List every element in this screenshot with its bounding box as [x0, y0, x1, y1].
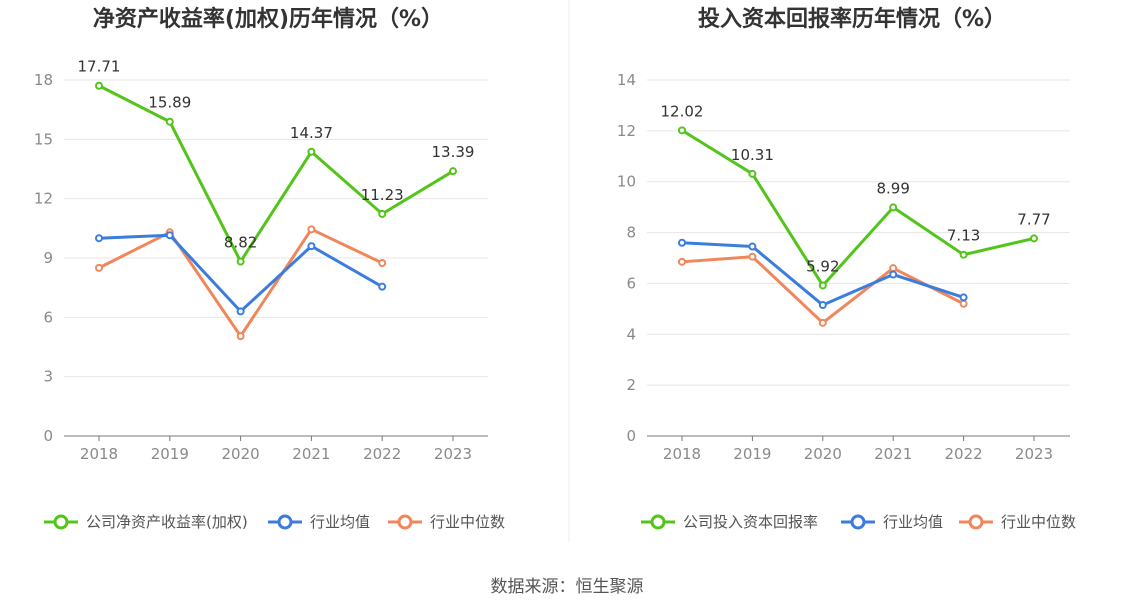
chart-title: 投入资本回报率历年情况（%） — [698, 6, 1006, 32]
x-tick-label: 2023 — [434, 445, 472, 463]
data-point — [889, 270, 898, 279]
data-point — [307, 225, 316, 234]
legend-entry[interactable]: 行业均值 — [883, 513, 943, 531]
data-label: 15.89 — [148, 94, 191, 112]
x-tick-label: 2023 — [1015, 445, 1053, 463]
data-point — [95, 234, 103, 243]
roic-chart: 投入资本回报率历年情况（%） 0 2 4 6 8 10 12 14 2018 2019 2020 202… — [617, 6, 1076, 531]
data-label: 7.77 — [1017, 210, 1050, 228]
y-tick-label: 12 — [617, 122, 636, 140]
chart-title: 净资产收益率(加权)历年情况（%） — [93, 6, 443, 32]
data-point — [236, 257, 245, 266]
series-line — [681, 129, 1035, 287]
legend-entry[interactable]: 行业中位数 — [1001, 513, 1076, 531]
data-label: 12.02 — [661, 102, 704, 120]
data-point — [748, 252, 757, 261]
data-point — [678, 126, 686, 135]
data-point — [889, 264, 898, 273]
legend-swatch-marker — [850, 514, 866, 530]
data-label: 13.39 — [432, 143, 475, 161]
data-point — [307, 147, 316, 156]
data-point — [95, 81, 103, 90]
legend-swatch-marker — [53, 514, 69, 530]
data-point — [378, 282, 387, 291]
y-tick-label: 15 — [34, 130, 53, 148]
data-point — [449, 167, 457, 176]
y-tick-label: 18 — [34, 71, 53, 89]
data-point — [818, 281, 827, 290]
x-tick-label: 2018 — [80, 445, 118, 463]
y-tick-label: 6 — [626, 274, 636, 292]
data-point — [959, 250, 968, 259]
data-point — [748, 169, 757, 178]
data-point — [678, 257, 686, 266]
x-tick-label: 2021 — [292, 445, 330, 463]
x-tick-label: 2021 — [874, 445, 912, 463]
y-tick-label: 0 — [43, 427, 53, 445]
data-point — [1030, 234, 1038, 243]
roe-chart: 净资产收益率(加权)历年情况（%） 0 3 6 9 12 15 18 2018 2019 2020 2… — [34, 6, 505, 531]
data-point — [678, 238, 686, 247]
data-point — [95, 263, 103, 272]
legend-entry[interactable]: 公司投入资本回报率 — [683, 513, 818, 531]
series-line — [98, 84, 454, 264]
y-tick-label: 0 — [626, 427, 636, 445]
data-point — [959, 293, 968, 302]
legend-entry[interactable]: 公司净资产收益率(加权) — [86, 513, 248, 531]
data-label: 10.31 — [731, 146, 774, 164]
x-tick-label: 2019 — [151, 445, 189, 463]
x-tick-label: 2020 — [804, 445, 842, 463]
x-tick-label: 2018 — [663, 445, 701, 463]
data-point — [818, 301, 827, 310]
data-point — [378, 258, 387, 267]
legend-swatch-marker — [277, 514, 293, 530]
data-label: 8.99 — [876, 179, 909, 197]
y-tick-label: 8 — [626, 224, 636, 242]
data-point — [959, 299, 968, 308]
y-tick-label: 10 — [617, 173, 636, 191]
data-label: 7.13 — [947, 227, 980, 245]
y-tick-label: 9 — [43, 249, 53, 267]
data-label: 5.92 — [806, 257, 839, 275]
data-point — [378, 209, 387, 218]
data-label: 17.71 — [78, 58, 121, 76]
y-tick-label: 6 — [43, 308, 53, 326]
data-source-note: 数据来源：恒生聚源 — [491, 577, 644, 597]
x-tick-label: 2022 — [363, 445, 401, 463]
y-tick-label: 14 — [617, 71, 636, 89]
y-tick-label: 2 — [626, 376, 636, 394]
data-point — [307, 242, 316, 251]
data-point — [165, 231, 174, 240]
data-point — [748, 242, 757, 251]
y-tick-label: 4 — [626, 325, 636, 343]
data-point — [165, 117, 174, 126]
data-point — [889, 203, 898, 212]
x-tick-label: 2020 — [222, 445, 260, 463]
y-tick-label: 12 — [34, 190, 53, 208]
legend-swatch-marker — [650, 514, 666, 530]
legend-swatch-marker — [968, 514, 984, 530]
x-tick-label: 2019 — [733, 445, 771, 463]
legend-swatch-marker — [397, 514, 413, 530]
legend-entry[interactable]: 行业中位数 — [430, 513, 505, 531]
y-tick-label: 3 — [43, 368, 53, 386]
x-tick-label: 2022 — [945, 445, 983, 463]
data-point — [236, 332, 245, 341]
data-label: 8.82 — [224, 234, 257, 252]
data-label: 11.23 — [361, 186, 404, 204]
data-point — [818, 318, 827, 327]
legend-entry[interactable]: 行业均值 — [310, 513, 370, 531]
data-point — [236, 307, 245, 316]
data-label: 14.37 — [290, 124, 333, 142]
